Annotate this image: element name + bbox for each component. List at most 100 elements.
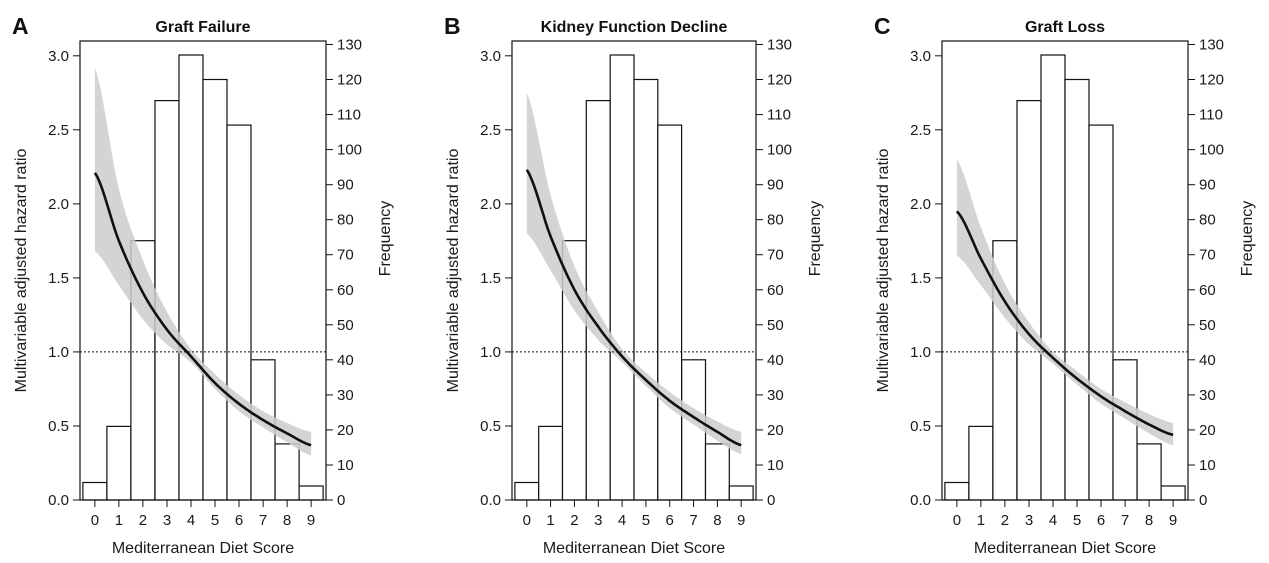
right-tick-label: 30 bbox=[1199, 387, 1216, 404]
x-tick-label: 4 bbox=[187, 512, 195, 529]
left-tick-label: 3.0 bbox=[910, 48, 931, 65]
right-tick-label: 70 bbox=[767, 247, 784, 264]
right-tick-label: 10 bbox=[1199, 457, 1216, 474]
right-tick-label: 100 bbox=[1199, 142, 1224, 159]
x-tick-label: 1 bbox=[977, 512, 985, 529]
panel-letter: C bbox=[874, 13, 891, 39]
right-tick-label: 110 bbox=[337, 107, 361, 124]
histogram-bar bbox=[1040, 54, 1066, 501]
right-tick-label: 20 bbox=[767, 422, 784, 439]
left-tick-label: 2.0 bbox=[48, 196, 69, 213]
right-tick-label: 40 bbox=[337, 352, 354, 369]
left-tick-label: 1.0 bbox=[910, 344, 931, 361]
right-tick-label: 100 bbox=[767, 142, 792, 159]
chart-panel-b: 0.00.51.01.52.02.53.00102030405060708090… bbox=[444, 13, 824, 557]
right-tick-label: 90 bbox=[1199, 177, 1216, 194]
right-tick-label: 10 bbox=[337, 457, 354, 474]
right-tick-label: 120 bbox=[1199, 72, 1224, 89]
histogram-bar bbox=[1064, 78, 1090, 501]
histogram-bar bbox=[178, 54, 204, 501]
right-tick-label: 50 bbox=[1199, 317, 1216, 334]
x-tick-label: 8 bbox=[713, 512, 721, 529]
right-tick-label: 70 bbox=[1199, 247, 1216, 264]
histogram-bar bbox=[226, 124, 252, 501]
left-tick-label: 0.5 bbox=[910, 418, 931, 435]
histogram-bar bbox=[514, 481, 540, 501]
panel-title: Kidney Function Decline bbox=[541, 19, 728, 36]
chart-panel-c: 0.00.51.01.52.02.53.00102030405060708090… bbox=[874, 13, 1256, 557]
x-tick-label: 4 bbox=[618, 512, 626, 529]
right-tick-label: 120 bbox=[767, 72, 792, 89]
y-axis-label-right: Frequency bbox=[807, 201, 824, 277]
right-tick-label: 0 bbox=[767, 492, 775, 509]
histogram-bar bbox=[538, 425, 564, 501]
panel-letter: B bbox=[444, 13, 461, 39]
left-tick-label: 0.0 bbox=[48, 492, 69, 509]
right-tick-label: 30 bbox=[767, 387, 784, 404]
x-tick-label: 1 bbox=[546, 512, 554, 529]
right-tick-label: 0 bbox=[1199, 492, 1207, 509]
x-tick-label: 5 bbox=[642, 512, 650, 529]
right-tick-label: 20 bbox=[337, 422, 354, 439]
x-tick-label: 3 bbox=[163, 512, 171, 529]
x-tick-label: 0 bbox=[523, 512, 531, 529]
left-tick-label: 2.0 bbox=[910, 196, 931, 213]
right-tick-label: 130 bbox=[767, 37, 792, 54]
right-tick-label: 120 bbox=[337, 72, 362, 89]
histogram-bar bbox=[1088, 124, 1114, 501]
hazard-curve bbox=[955, 210, 1174, 437]
confidence-band bbox=[94, 67, 312, 456]
left-tick-label: 3.0 bbox=[480, 48, 501, 65]
right-tick-label: 10 bbox=[767, 457, 784, 474]
histogram-bar bbox=[202, 78, 228, 501]
confidence-band bbox=[956, 159, 1174, 446]
left-tick-label: 1.0 bbox=[48, 344, 69, 361]
x-tick-label: 7 bbox=[259, 512, 267, 529]
panel-letter: A bbox=[12, 13, 29, 39]
y-axis-label-left: Multivariable adjusted hazard ratio bbox=[875, 149, 892, 393]
x-tick-label: 0 bbox=[953, 512, 961, 529]
confidence-band bbox=[526, 92, 742, 455]
x-tick-label: 6 bbox=[1097, 512, 1105, 529]
right-tick-label: 90 bbox=[767, 177, 784, 194]
histogram-bar bbox=[704, 443, 730, 501]
right-tick-label: 30 bbox=[337, 387, 354, 404]
left-tick-label: 2.5 bbox=[480, 122, 501, 139]
left-tick-label: 2.5 bbox=[910, 122, 931, 139]
histogram-bar bbox=[1016, 99, 1042, 501]
right-tick-label: 60 bbox=[337, 282, 354, 299]
histogram-bar bbox=[609, 54, 635, 501]
panel-title: Graft Loss bbox=[1025, 19, 1105, 36]
x-tick-label: 8 bbox=[283, 512, 291, 529]
right-tick-label: 60 bbox=[767, 282, 784, 299]
right-tick-label: 130 bbox=[1199, 37, 1224, 54]
right-tick-label: 80 bbox=[1199, 212, 1216, 229]
histogram-bar bbox=[298, 485, 324, 501]
left-tick-label: 2.5 bbox=[48, 122, 69, 139]
left-tick-label: 1.0 bbox=[480, 344, 501, 361]
x-tick-label: 6 bbox=[666, 512, 674, 529]
histogram-bar bbox=[944, 481, 970, 501]
hazard-curve bbox=[525, 169, 742, 447]
x-tick-label: 9 bbox=[1169, 512, 1177, 529]
left-tick-label: 0.5 bbox=[48, 418, 69, 435]
x-tick-label: 6 bbox=[235, 512, 243, 529]
histogram-bar bbox=[1160, 485, 1186, 501]
plot-frame bbox=[511, 40, 757, 501]
right-tick-label: 40 bbox=[1199, 352, 1216, 369]
x-tick-label: 5 bbox=[211, 512, 219, 529]
left-tick-label: 0.5 bbox=[480, 418, 501, 435]
x-tick-label: 3 bbox=[1025, 512, 1033, 529]
right-tick-label: 110 bbox=[767, 107, 791, 124]
histogram-bar bbox=[728, 485, 754, 501]
x-tick-label: 8 bbox=[1145, 512, 1153, 529]
left-tick-label: 3.0 bbox=[48, 48, 69, 65]
plot-frame bbox=[79, 40, 327, 501]
y-axis-label-right: Frequency bbox=[377, 201, 394, 277]
x-tick-label: 9 bbox=[307, 512, 315, 529]
x-tick-label: 9 bbox=[737, 512, 745, 529]
x-tick-label: 4 bbox=[1049, 512, 1057, 529]
histogram-bar bbox=[82, 481, 108, 501]
y-axis-label-left: Multivariable adjusted hazard ratio bbox=[13, 149, 30, 393]
